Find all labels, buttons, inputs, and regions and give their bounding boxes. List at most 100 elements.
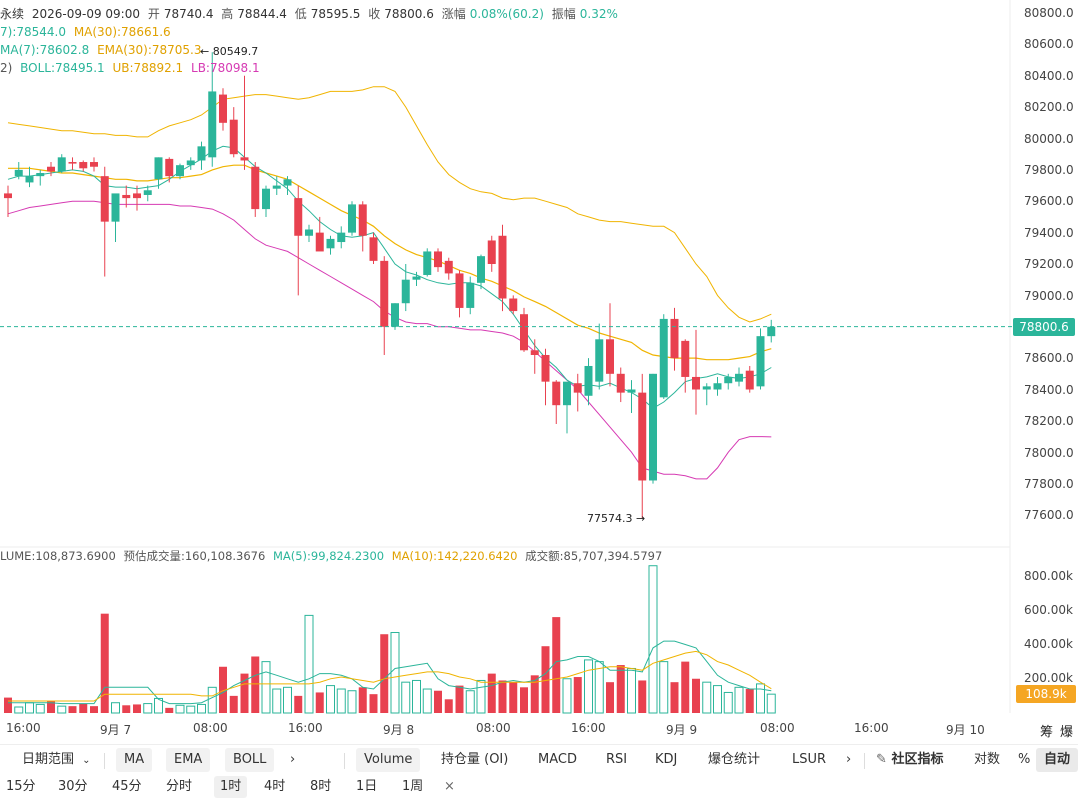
time-tick-label: 16:00 <box>6 721 41 735</box>
candle-body <box>735 373 743 382</box>
volume-bar <box>100 613 109 713</box>
volume-bar <box>702 681 712 714</box>
candle-body <box>262 188 270 210</box>
kdj-indicator-button[interactable]: KDJ <box>655 752 678 767</box>
time-tick-label: 08:00 <box>760 721 795 735</box>
volume-bar <box>14 706 24 714</box>
candle-body <box>659 318 668 398</box>
high-value: 78844.4 <box>237 7 287 21</box>
volume-bar <box>390 632 400 714</box>
oi-indicator-button[interactable]: 持仓量 (OI) <box>441 752 509 767</box>
candle-body <box>47 166 55 172</box>
boll-header[interactable]: 2) BOLL:78495.1 UB:78892.1 LB:78098.1 <box>0 60 264 76</box>
symbol-suffix: 永续 <box>0 7 25 21</box>
ema30-value: EMA(30):78705.3 <box>97 43 202 57</box>
volume-bar <box>47 701 55 713</box>
chips-icon[interactable]: 筹 <box>1040 725 1054 740</box>
candle-body <box>100 176 109 222</box>
volume-bar <box>186 705 196 714</box>
volume-bar <box>68 706 77 713</box>
candle-body <box>627 389 636 393</box>
volume-bar <box>229 695 238 713</box>
volume-bar <box>154 697 163 714</box>
candle-body <box>380 260 389 327</box>
candle-body <box>133 193 141 199</box>
timeframe-1h[interactable]: 1时 <box>214 776 248 798</box>
timeframe-tick[interactable]: 分时 <box>166 779 193 794</box>
volume-value: LUME:108,873.6900 <box>0 549 116 563</box>
volume-bar <box>766 693 776 714</box>
candle-body <box>455 273 464 308</box>
log-scale-button[interactable]: 对数 <box>974 752 1001 767</box>
chevron-right-icon[interactable]: › <box>290 752 296 767</box>
volume-bar <box>745 689 754 713</box>
candle-body <box>208 91 217 158</box>
volume-bar <box>584 659 593 714</box>
chevron-right-icon[interactable]: › <box>846 752 852 767</box>
price-tick-label: 80800.0 <box>1024 6 1074 20</box>
turnover-value: 成交额:85,707,394.5797 <box>525 549 663 563</box>
timeframe-8h[interactable]: 8时 <box>310 779 332 794</box>
date-range-button[interactable]: 日期范围 ⌄ <box>14 748 99 772</box>
divider <box>344 753 345 769</box>
ema-indicator-button[interactable]: EMA <box>166 748 211 772</box>
time-tick-label: 16:00 <box>288 721 323 735</box>
volume-bar <box>272 688 282 714</box>
vol-ma10-value: MA(10):142,220.6420 <box>391 549 518 563</box>
close-label: 收 <box>368 7 381 21</box>
community-indicators-label: 社区指标 <box>891 752 944 767</box>
candle-body <box>315 232 324 252</box>
boll-indicator-button[interactable]: BOLL <box>225 748 275 772</box>
volume-indicator-button[interactable]: Volume <box>356 748 421 772</box>
high-annotation: ← 80549.7 <box>200 45 259 58</box>
candle-body <box>702 386 711 390</box>
auto-scale-button[interactable]: 自动 <box>1036 748 1078 772</box>
rsi-indicator-button[interactable]: RSI <box>606 752 628 767</box>
timeframe-1d[interactable]: 1日 <box>356 779 378 794</box>
volume-bar <box>304 614 314 714</box>
candle-body <box>466 282 475 308</box>
macd-indicator-button[interactable]: MACD <box>538 752 577 767</box>
timeframe-15m[interactable]: 15分 <box>6 779 36 794</box>
percent-scale-button[interactable]: % <box>1018 752 1031 767</box>
volume-tick-label: 600.00k <box>1024 603 1073 617</box>
date-range-label: 日期范围 <box>22 752 75 767</box>
ma7-line <box>7 145 772 409</box>
ema-header[interactable]: MA(7):78602.8 EMA(30):78705.3 <box>0 42 206 58</box>
lsur-indicator-button[interactable]: LSUR <box>792 752 827 767</box>
ma-header[interactable]: 7):78544.0 MA(30):78661.6 <box>0 24 175 40</box>
open-label: 开 <box>147 7 160 21</box>
candle-body <box>25 176 34 183</box>
candle-body <box>369 237 378 261</box>
timeframe-4h[interactable]: 4时 <box>264 779 286 794</box>
price-tick-label: 79200.0 <box>1024 257 1074 272</box>
candle-body <box>767 326 776 337</box>
liquidation-stats-button[interactable]: 爆仓统计 <box>708 752 761 767</box>
community-indicators-button[interactable]: ✎ 社区指标 <box>868 748 951 772</box>
volume-bar <box>261 661 271 714</box>
candle-body <box>14 169 23 177</box>
ma-indicator-button[interactable]: MA <box>116 748 153 772</box>
timeframe-45m[interactable]: 45分 <box>112 779 142 794</box>
volume-bar <box>175 704 185 714</box>
volume-bar <box>476 679 486 714</box>
current-price-tag: 78800.6 <box>1013 318 1075 336</box>
volume-bar <box>90 706 98 713</box>
volume-bar <box>606 682 614 713</box>
boll-ub-value: UB:78892.1 <box>112 61 184 75</box>
candle-body <box>541 354 550 382</box>
price-tick-label: 80200.0 <box>1024 100 1074 115</box>
volume-bar <box>723 691 733 714</box>
volume-bar <box>315 692 324 713</box>
close-icon[interactable]: × <box>444 779 455 794</box>
candle-body <box>745 370 754 390</box>
candle-body <box>358 204 367 236</box>
volume-bar <box>283 686 292 714</box>
timeframe-1w[interactable]: 1周 <box>402 779 424 794</box>
candle-body <box>229 119 238 155</box>
liquidation-icon[interactable]: 爆 <box>1060 725 1074 740</box>
timeframe-30m[interactable]: 30分 <box>58 779 88 794</box>
price-tick-label: 77600.0 <box>1024 508 1074 523</box>
kline-chart[interactable] <box>0 0 1078 744</box>
